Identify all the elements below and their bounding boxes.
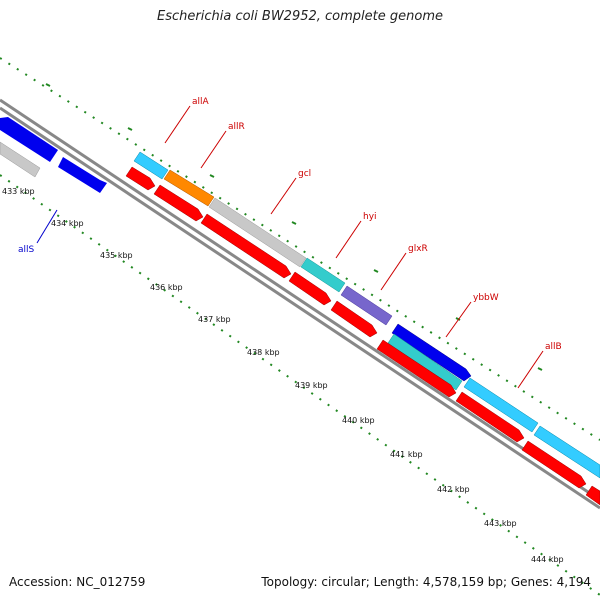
gene-label[interactable]: gcl (298, 169, 311, 179)
cds-feature-red[interactable] (585, 485, 600, 506)
gene-leader-lines (36, 105, 544, 389)
cds-feature-blue[interactable] (0, 117, 58, 162)
cds-feature-red[interactable] (153, 184, 204, 222)
scale-label: 444 kbp (531, 555, 564, 564)
genome-backbone-inner (0, 106, 600, 510)
cds-feature-cyan[interactable] (463, 377, 539, 433)
cds-feature-red[interactable] (125, 166, 156, 191)
scale-label: 437 kbp (198, 315, 231, 324)
cds-feature-gray[interactable] (208, 197, 307, 268)
cds-feature-purple[interactable] (340, 285, 393, 326)
cds-feature-cyan[interactable] (133, 151, 169, 180)
scale-label: 436 kbp (150, 283, 183, 292)
cds-feature-red[interactable] (330, 300, 378, 338)
cds-feature-red[interactable] (200, 213, 292, 279)
scale-label: 441 kbp (390, 450, 423, 459)
scale-label: 435 kbp (100, 251, 133, 260)
cds-feature-red[interactable] (376, 339, 457, 398)
scale-label: 440 kbp (342, 416, 375, 425)
forward-strand-features (0, 117, 600, 479)
genome-summary: Topology: circular; Length: 4,578,159 bp… (261, 575, 591, 589)
cds-feature-blue[interactable] (58, 157, 107, 193)
gene-label[interactable]: allB (545, 342, 562, 352)
cds-feature-orange[interactable] (163, 169, 215, 207)
gene-label[interactable]: allA (192, 97, 210, 107)
cds-feature-teal[interactable] (300, 257, 346, 293)
outer-ticks (45, 83, 543, 371)
gene-label[interactable]: allR (228, 122, 245, 132)
scale-label: 439 kbp (295, 381, 328, 390)
reverse-strand-features (125, 166, 600, 506)
cds-feature-red[interactable] (521, 440, 587, 489)
genome-backbone-outer (0, 98, 600, 502)
cds-feature-teal[interactable] (387, 333, 463, 391)
inner-scale-ring (0, 174, 600, 596)
scale-labels: 433 kbp 434 kbp 435 kbp 436 kbp 437 kbp … (2, 187, 564, 564)
scale-label: 442 kbp (437, 485, 470, 494)
scale-label: 434 kbp (51, 219, 84, 228)
accession-label: Accession: NC_012759 (9, 575, 146, 589)
scale-label: 433 kbp (2, 187, 35, 196)
gene-labels: allA allR gcl hyi glxR ybbW allB allS (18, 97, 562, 352)
cds-feature-red[interactable] (455, 391, 525, 443)
gene-label[interactable]: ybbW (473, 293, 499, 303)
gene-label[interactable]: allS (18, 245, 35, 255)
scale-label: 443 kbp (484, 519, 517, 528)
cds-feature-red[interactable] (288, 271, 332, 306)
genome-title: Escherichia coli BW2952, complete genome (157, 9, 443, 24)
cds-feature-cyan[interactable] (533, 425, 600, 479)
cds-feature-gray[interactable] (0, 141, 41, 178)
scale-label: 438 kbp (247, 348, 280, 357)
cds-feature-blue[interactable] (391, 323, 472, 382)
gene-label[interactable]: glxR (408, 244, 428, 254)
gene-label[interactable]: hyi (363, 212, 377, 222)
